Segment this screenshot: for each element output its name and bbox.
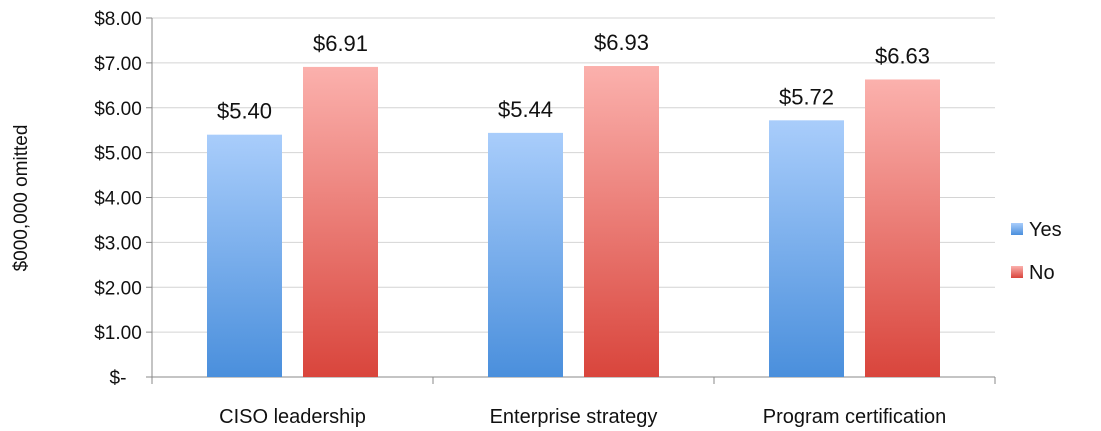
bar-no-3 [865,79,940,377]
legend-swatch-yes [1011,223,1023,235]
y-tick-label: $7.00 [94,54,142,75]
legend-label-no: No [1029,262,1055,284]
x-tick-label: Enterprise strategy [490,406,658,428]
bars [207,66,940,378]
bar-yes-1 [207,134,282,377]
data-label: $5.40 [217,99,272,124]
data-label: $6.93 [594,30,649,55]
legend-swatch-no [1011,266,1023,278]
y-tick-label: $6.00 [94,99,142,120]
data-label: $6.63 [875,43,930,68]
x-tick-label: CISO leadership [219,406,366,428]
y-tick-label: $2.00 [94,278,142,299]
gridlines [152,17,995,333]
y-tick-label: $- [110,368,127,389]
y-tick-label: $3.00 [94,233,142,254]
bar-yes-2 [488,132,563,377]
data-label: $5.44 [498,97,553,122]
y-tick-label: $5.00 [94,144,142,165]
legend: Yes No [1011,219,1062,284]
data-labels: $5.40 $6.91 $5.44 $6.93 $5.72 $6.63 [217,30,930,124]
data-label: $5.72 [779,84,834,109]
data-label: $6.91 [313,31,368,56]
bar-no-2 [584,66,659,378]
bar-no-1 [303,66,378,377]
bar-yes-3 [769,120,844,377]
x-tick-label: Program certification [763,406,946,428]
y-tick-label: $8.00 [94,9,142,30]
y-axis-title: $000,000 omitted [11,125,32,272]
legend-label-yes: Yes [1029,219,1062,241]
axes: $- $1.00 $2.00 $3.00 $4.00 $5.00 $6.00 $7.00 $8.… [94,9,996,428]
y-tick-label: $1.00 [94,323,142,344]
y-tick-label: $4.00 [94,189,142,210]
